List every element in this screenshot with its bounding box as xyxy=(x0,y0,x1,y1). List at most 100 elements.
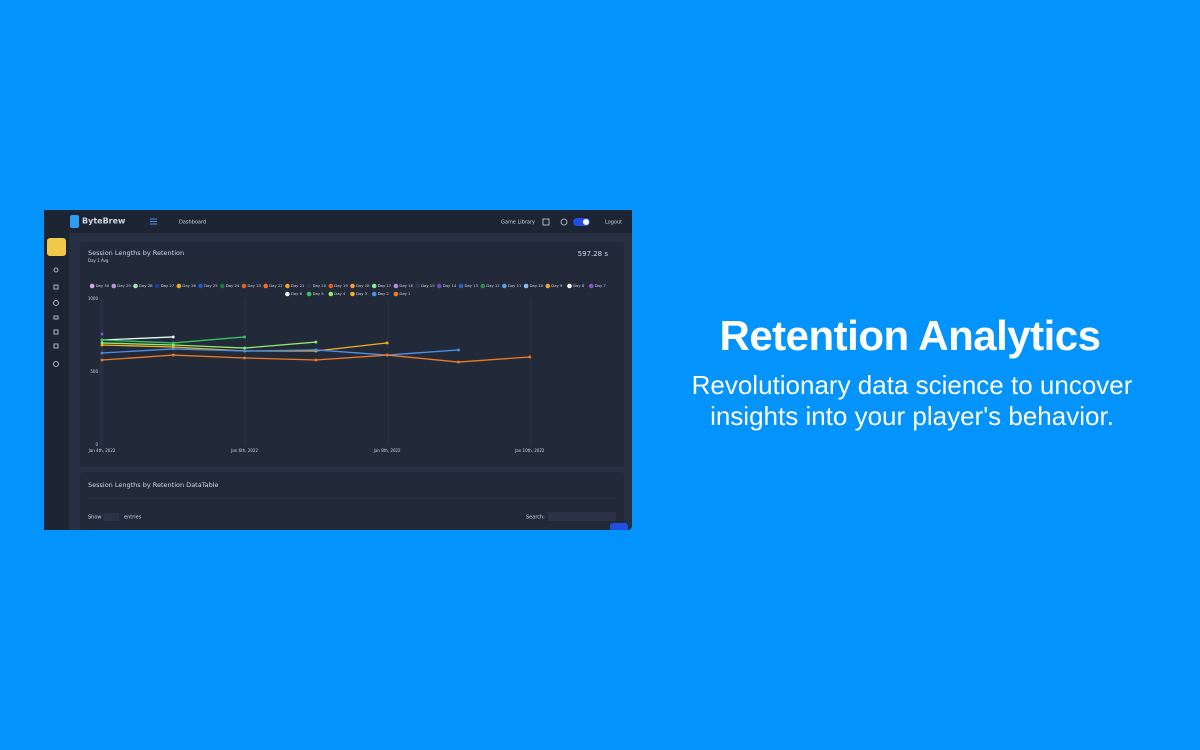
legend-swatch xyxy=(350,283,355,289)
nav-dashboard[interactable]: Dashboard xyxy=(179,220,206,226)
legend-swatch xyxy=(306,283,312,289)
data-point xyxy=(100,351,104,355)
game-avatar[interactable] xyxy=(47,238,66,256)
show-label: Show xyxy=(88,515,102,521)
legend-label: Day 10 xyxy=(530,283,544,288)
search-input[interactable] xyxy=(548,512,616,521)
data-point xyxy=(100,341,104,345)
data-point xyxy=(243,349,247,353)
nav-logout[interactable]: Logout xyxy=(605,220,622,226)
y-tick-label: 1000 xyxy=(88,296,99,301)
table-card xyxy=(80,472,624,530)
scroll-button[interactable] xyxy=(610,523,628,530)
entries-select[interactable] xyxy=(103,513,119,521)
legend-swatch xyxy=(176,283,182,289)
data-point xyxy=(243,356,247,360)
legend-label: Day 22 xyxy=(269,283,283,288)
data-point xyxy=(100,338,104,342)
search-label: Search: xyxy=(526,515,545,521)
x-tick-label: Jan 4th, 2022 xyxy=(88,448,116,453)
x-tick-label: Jan 6th, 2022 xyxy=(230,448,258,453)
legend-swatch xyxy=(588,283,594,289)
legend-label: Day 27 xyxy=(161,283,175,288)
legend-label: Day 24 xyxy=(226,283,240,288)
legend-label: Day 19 xyxy=(334,283,348,288)
legend-label: Day 8 xyxy=(573,283,585,288)
legend-swatch xyxy=(285,291,290,297)
legend-swatch xyxy=(393,291,399,297)
legend-swatch xyxy=(328,291,334,297)
legend-swatch xyxy=(306,291,312,297)
table-card-title: Session Lengths by Retention DataTable xyxy=(88,481,219,489)
legend-label: Day 1 xyxy=(399,291,411,296)
legend-label: Day 25 xyxy=(204,283,218,288)
data-point xyxy=(528,355,532,359)
data-point xyxy=(314,340,318,344)
legend-swatch xyxy=(111,283,117,289)
legend-label: Day 13 xyxy=(465,283,479,288)
legend-label: Day 17 xyxy=(378,283,392,288)
theme-icon[interactable] xyxy=(560,218,568,226)
legend-swatch xyxy=(567,283,572,289)
legend-swatch xyxy=(415,283,420,289)
data-point xyxy=(171,341,175,345)
legend-label: Day 16 xyxy=(399,283,413,288)
legend-swatch xyxy=(220,283,225,289)
legend-swatch xyxy=(241,283,247,289)
legend-label: Day 4 xyxy=(334,291,346,296)
series-line xyxy=(101,341,316,349)
sidebar-icons[interactable] xyxy=(53,267,59,367)
chart: 0 500 1000 Jan 4th, 2022 Jan 6th, 2022 Jan 8t… xyxy=(88,283,607,453)
data-point xyxy=(171,335,175,339)
legend-swatch xyxy=(545,283,551,289)
legend-label: Day 12 xyxy=(486,283,500,288)
legend-swatch xyxy=(480,283,486,289)
data-point xyxy=(457,348,460,352)
chart-card-subtitle: Day 1 Avg xyxy=(88,258,109,263)
legend-swatch xyxy=(393,283,399,289)
layout-icon[interactable] xyxy=(542,218,550,226)
entries-label: entries xyxy=(124,515,142,521)
data-point xyxy=(314,358,318,362)
legend-swatch xyxy=(198,283,203,289)
legend-label: Day 26 xyxy=(182,283,196,288)
chart-card-title: Session Lengths by Retention xyxy=(88,249,184,257)
y-tick-label: 500 xyxy=(90,369,98,374)
legend-label: Day 28 xyxy=(139,283,153,288)
legend-swatch xyxy=(502,283,507,289)
series-line xyxy=(101,336,174,341)
y-tick-label: 0 xyxy=(95,442,98,447)
sidebar xyxy=(44,233,69,530)
data-point xyxy=(171,353,175,357)
data-point xyxy=(385,353,389,357)
legend-swatch xyxy=(154,283,160,289)
legend-swatch xyxy=(458,283,464,289)
legend-swatch xyxy=(263,283,268,289)
menu-button[interactable] xyxy=(150,218,157,225)
x-tick-label: Jan 10th, 2022 xyxy=(514,448,545,453)
hero-subtitle: Revolutionary data science to uncover in… xyxy=(691,370,1133,431)
hero-title: Retention Analytics xyxy=(719,312,1101,359)
top-bar xyxy=(44,210,632,233)
legend-label: Day 9 xyxy=(551,283,563,288)
data-point xyxy=(100,343,104,347)
legend-label: Day 29 xyxy=(117,283,131,288)
legend-label: Day 6 xyxy=(291,291,303,296)
legend-label: Day 30 xyxy=(96,283,110,288)
legend-label: Day 7 xyxy=(595,283,607,288)
chart-card xyxy=(80,242,624,467)
data-point xyxy=(243,335,247,339)
legend-label: Day 14 xyxy=(443,283,457,288)
toggle-knob xyxy=(583,219,589,225)
legend-label: Day 5 xyxy=(313,291,325,296)
legend-label: Day 20 xyxy=(313,283,327,288)
nav-game-library[interactable]: Game Library xyxy=(501,220,535,226)
data-point xyxy=(243,346,247,350)
legend-swatch xyxy=(89,283,95,289)
data-point xyxy=(100,358,104,362)
legend-label: Day 3 xyxy=(356,291,368,296)
legend-swatch xyxy=(328,283,334,289)
data-point xyxy=(385,341,389,345)
data-point xyxy=(171,347,175,351)
